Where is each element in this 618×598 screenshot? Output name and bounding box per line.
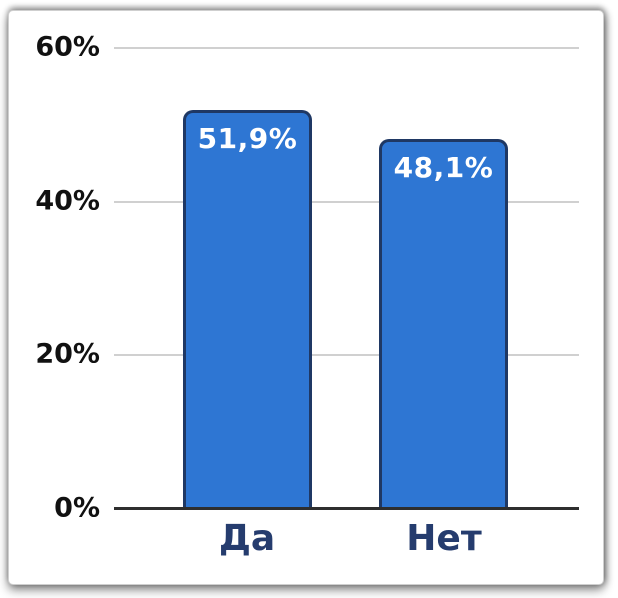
bar-net-value-label: 48,1%: [393, 151, 494, 185]
y-tick-label-0: 0%: [54, 492, 100, 524]
plot-area: 0% 20% 40% 60% 51,9% 48,1% Да Нет: [35, 31, 579, 559]
y-tick-label-60: 60%: [35, 31, 100, 63]
gridline-40: [114, 200, 579, 203]
y-tick-label-20: 20%: [35, 338, 100, 370]
y-tick-label-40: 40%: [35, 184, 100, 216]
gridline-60: [114, 47, 579, 49]
bar-da-value-label: 51,9%: [197, 122, 298, 156]
bar-net: 48,1%: [379, 139, 508, 509]
gridline-20: [114, 354, 579, 357]
x-category-label-net: Нет: [406, 518, 482, 559]
x-axis-line: [114, 507, 579, 510]
chart-card: 0% 20% 40% 60% 51,9% 48,1% Да Нет: [8, 10, 604, 585]
x-category-label-da: Да: [218, 518, 276, 559]
bar-da: 51,9%: [183, 110, 312, 509]
